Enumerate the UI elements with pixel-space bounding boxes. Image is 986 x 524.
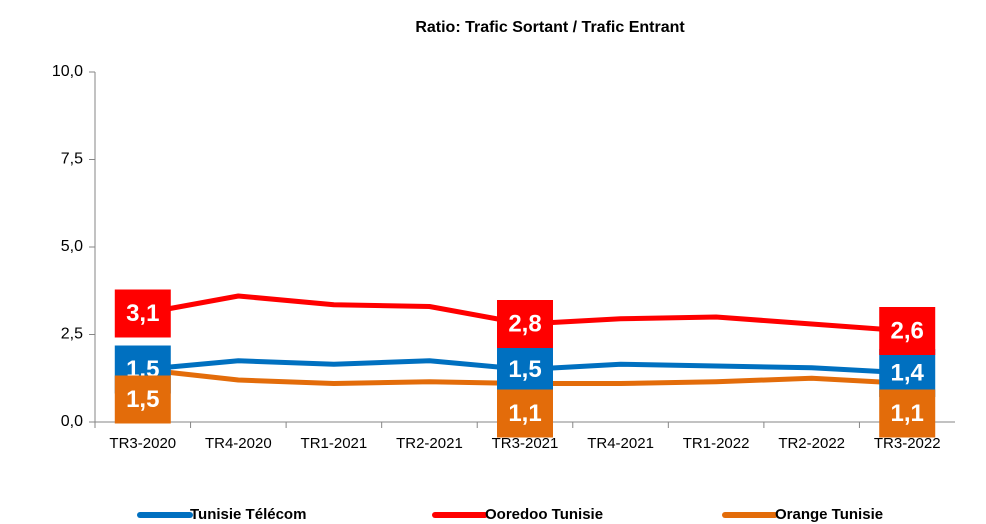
chart-title: Ratio: Trafic Sortant / Trafic Entrant (415, 19, 685, 36)
y-tick-label: 0,0 (61, 413, 83, 430)
y-tick-label: 5,0 (61, 238, 83, 255)
data-label-box (879, 389, 936, 438)
data-label-box (879, 349, 936, 397)
x-tick-label: TR4-2020 (205, 435, 272, 452)
x-tick-label: TR3-2021 (492, 435, 559, 452)
data-label-box (497, 345, 553, 394)
y-tick-label: 10,0 (52, 63, 83, 80)
legend-label: Ooredoo Tunisie (485, 506, 603, 523)
x-tick-label: TR2-2021 (396, 435, 463, 452)
data-label: 1,4 (891, 359, 925, 386)
data-label-box (114, 289, 171, 338)
data-label-box (114, 375, 171, 424)
data-label: 1,1 (508, 400, 541, 427)
x-tick-label: TR1-2021 (301, 435, 368, 452)
legend-label: Tunisie Télécom (190, 506, 306, 523)
data-label: 1,5 (508, 356, 541, 383)
x-tick-label: TR4-2021 (587, 435, 654, 452)
y-tick-label: 7,5 (61, 151, 83, 168)
x-tick-label: TR2-2022 (778, 435, 845, 452)
x-tick-label: TR3-2020 (109, 435, 176, 452)
y-tick-label: 2,5 (61, 326, 83, 343)
data-label: 2,8 (508, 310, 541, 337)
data-label: 3,1 (126, 300, 159, 327)
data-label: 1,5 (126, 386, 159, 413)
data-label: 1,1 (891, 400, 924, 427)
legend-label: Orange Tunisie (775, 506, 883, 523)
data-label-box (497, 389, 553, 438)
x-tick-label: TR1-2022 (683, 435, 750, 452)
data-label-box (497, 300, 553, 348)
data-label-box (879, 307, 936, 355)
data-label: 2,6 (891, 317, 924, 344)
x-tick-label: TR3-2022 (874, 435, 941, 452)
